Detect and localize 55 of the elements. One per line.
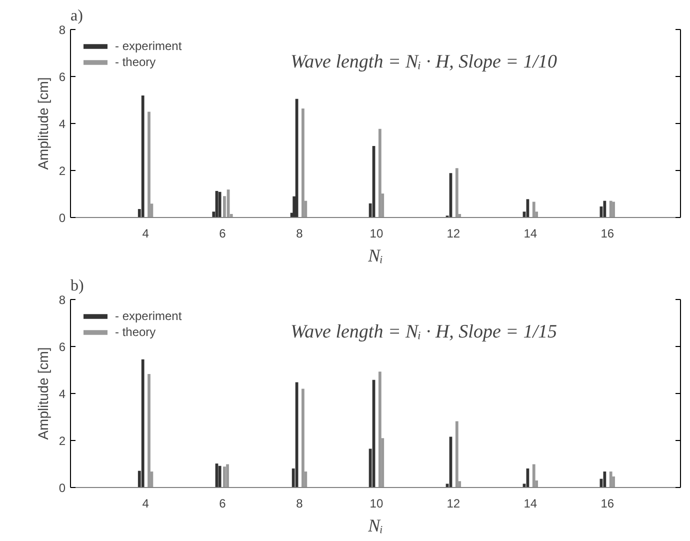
y-tick-label: 4 bbox=[58, 387, 66, 401]
x-tick-label: 6 bbox=[219, 496, 226, 510]
chart-title: a) bbox=[70, 8, 83, 24]
bar bbox=[378, 372, 382, 488]
bar bbox=[302, 388, 304, 488]
x-tick-label: 4 bbox=[142, 496, 150, 510]
x-tick-label: 16 bbox=[600, 226, 614, 240]
y-tick-label: 8 bbox=[58, 293, 66, 307]
annotation: Wave length = Nᵢ · H, Slope = 1/15 bbox=[290, 322, 557, 342]
y-tick-label: 0 bbox=[58, 481, 66, 495]
y-axis-title: Amplitude [cm] bbox=[34, 347, 51, 440]
bar bbox=[532, 464, 536, 488]
y-tick-label: 8 bbox=[58, 23, 66, 37]
bar bbox=[141, 359, 144, 488]
bar bbox=[223, 466, 226, 488]
chart-title: b) bbox=[70, 278, 84, 294]
y-tick-label: 2 bbox=[58, 164, 66, 178]
bar bbox=[532, 202, 536, 218]
bar bbox=[603, 472, 606, 488]
bar bbox=[218, 466, 222, 488]
x-tick-label: 8 bbox=[296, 226, 304, 240]
bar bbox=[455, 421, 458, 488]
bar bbox=[455, 168, 458, 218]
legend-label: - theory bbox=[115, 55, 156, 69]
x-tick-label: 10 bbox=[370, 226, 384, 240]
y-tick-label: 4 bbox=[58, 117, 66, 131]
x-tick-label: 4 bbox=[142, 226, 150, 240]
bar bbox=[141, 96, 144, 218]
y-tick-label: 6 bbox=[58, 70, 66, 84]
bar bbox=[612, 202, 615, 218]
bar bbox=[226, 464, 229, 488]
x-axis-title: Nᵢ bbox=[367, 516, 384, 536]
x-tick-label: 14 bbox=[524, 226, 538, 240]
x-tick-label: 12 bbox=[446, 226, 460, 240]
y-tick-label: 6 bbox=[58, 340, 66, 354]
bar bbox=[603, 200, 606, 218]
x-tick-label: 16 bbox=[600, 496, 614, 510]
bar bbox=[148, 374, 150, 488]
bar bbox=[302, 108, 304, 218]
y-tick-label: 0 bbox=[58, 211, 66, 225]
x-tick-label: 12 bbox=[446, 496, 460, 510]
legend-label: - theory bbox=[115, 325, 156, 339]
annotation: Wave length = Nᵢ · H, Slope = 1/10 bbox=[290, 52, 558, 72]
x-tick-label: 8 bbox=[296, 496, 304, 510]
legend-label: - experiment bbox=[115, 39, 182, 53]
bar bbox=[378, 128, 382, 218]
x-axis-title: Nᵢ bbox=[367, 246, 384, 266]
bar bbox=[148, 112, 150, 218]
y-axis-title: Amplitude [cm] bbox=[34, 77, 51, 170]
legend-label: - experiment bbox=[115, 309, 182, 323]
x-tick-label: 6 bbox=[219, 226, 226, 240]
y-tick-label: 2 bbox=[58, 434, 66, 448]
x-tick-label: 14 bbox=[524, 496, 538, 510]
x-tick-label: 10 bbox=[370, 496, 384, 510]
bar bbox=[218, 192, 222, 218]
